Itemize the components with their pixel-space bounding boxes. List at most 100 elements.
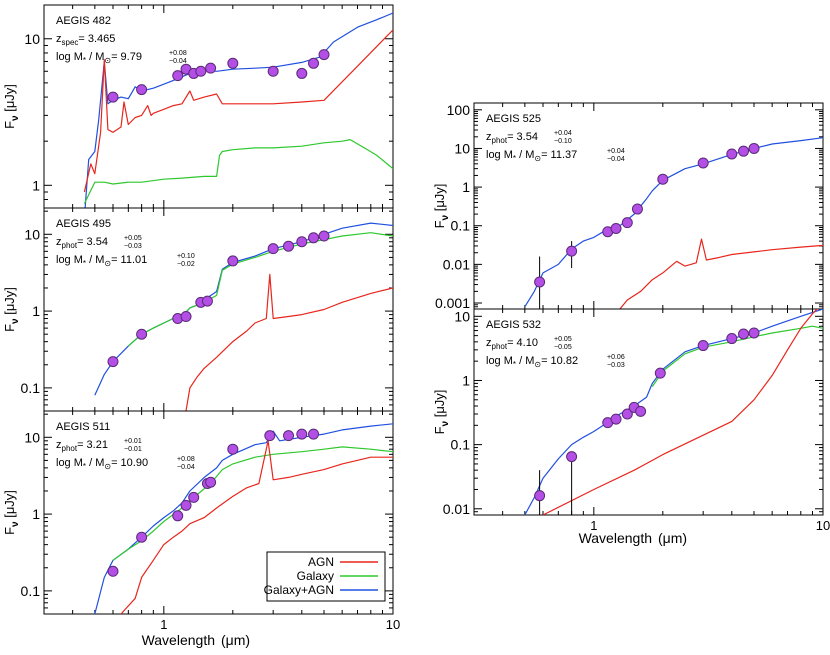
panel-5: 0.01 0.1 1 10 1 10 Fν [μJy] AEGIS 532 zphot= 4.1… <box>432 308 830 533</box>
photometry-point <box>227 57 239 69</box>
panel-3: 0.1 1 10 1 10 Fν [μJy] AEGIS 511 zphot= 3.21 +0.… <box>2 410 400 632</box>
mass-err-lo: −0.03 <box>607 362 625 369</box>
photometry-point <box>621 217 633 229</box>
redshift-label: zphot= 3.21 <box>56 439 108 453</box>
series-galaxy <box>651 325 823 388</box>
photometry-point <box>534 276 546 288</box>
y-tick-label: 10 <box>454 140 470 156</box>
photometry-point <box>227 443 239 455</box>
legend-total-label: Galaxy+AGN <box>264 583 334 597</box>
photometry-point <box>534 490 546 502</box>
photometry-point <box>566 451 578 463</box>
photometry-point <box>697 340 709 352</box>
photometry-point <box>201 295 213 307</box>
panel-title: AEGIS 495 <box>56 218 111 230</box>
mass-err-lo: −0.02 <box>177 261 195 268</box>
right-xlabel-unit: (μm) <box>658 530 687 546</box>
panel-title: AEGIS 525 <box>486 113 541 125</box>
photometry-point <box>267 243 279 255</box>
photometry-point <box>172 510 184 522</box>
photometry-point <box>566 245 578 257</box>
mass-label: log M* / M⊙= 10.82 <box>486 355 578 369</box>
photometry-point <box>205 62 217 74</box>
redshift-label: zphot= 3.54 <box>486 131 538 145</box>
y-tick-label: 1 <box>462 372 470 388</box>
photometry-point <box>308 428 320 440</box>
photometry-point <box>631 203 643 215</box>
photometry-point <box>738 145 750 157</box>
mass-err-up: +0.04 <box>607 148 625 155</box>
y-tick-label: 1 <box>32 303 40 319</box>
redshift-err-lo: −0.01 <box>124 446 142 453</box>
redshift-err-lo: −0.10 <box>554 138 572 145</box>
left-xlabel-unit: (μm) <box>221 632 250 648</box>
redshift-err-up: +0.04 <box>554 130 572 137</box>
mass-label: log M* / M⊙= 9.79 <box>56 51 142 65</box>
photometry-point <box>318 49 330 61</box>
photometry-point <box>180 499 192 511</box>
y-tick-label: 0.1 <box>21 583 41 599</box>
photometry-point <box>283 240 295 252</box>
x-tick-label: 10 <box>816 518 830 533</box>
redshift-label: zspec= 3.465 <box>56 33 115 47</box>
mass-label: log M* / M⊙= 11.01 <box>56 254 147 268</box>
redshift-err-up: +0.05 <box>124 235 142 242</box>
mass-label: log M* / M⊙= 11.37 <box>486 149 577 163</box>
photometry-point <box>296 428 308 440</box>
right-xlabel-text: Wavelength <box>579 530 652 546</box>
y-tick-label: 100 <box>447 102 471 118</box>
legend-agn-label: AGN <box>308 555 334 569</box>
panel-frame <box>43 410 394 615</box>
panel-title: AEGIS 511 <box>56 421 110 433</box>
y-tick-label: 1 <box>32 177 40 193</box>
panel-title: AEGIS 532 <box>486 319 541 331</box>
photometry-point <box>205 476 217 488</box>
mass-label: log M* / M⊙= 10.90 <box>56 457 148 471</box>
photometry-point <box>296 67 308 79</box>
mass-err-up: +0.06 <box>607 354 625 361</box>
redshift-err-up: +0.01 <box>124 438 142 445</box>
redshift-err-lo: −0.03 <box>124 243 142 250</box>
photometry-point <box>635 405 647 417</box>
left-xlabel-text: Wavelength <box>142 632 215 648</box>
photometry-point <box>748 142 760 154</box>
photometry-point <box>195 65 207 77</box>
y-tick-label: 0.1 <box>451 218 471 234</box>
photometry-point <box>308 232 320 244</box>
y-tick-label: 0.01 <box>443 501 470 517</box>
mass-err-lo: −0.04 <box>177 464 195 471</box>
photometry-point <box>136 84 148 96</box>
x-tick-label: 10 <box>386 617 400 632</box>
y-tick-label: 10 <box>454 308 470 324</box>
photometry-point <box>610 413 622 425</box>
photometry-point <box>107 565 119 577</box>
photometry-point <box>697 157 709 169</box>
y-axis-label: Fν [μJy] <box>2 287 21 332</box>
legend-galaxy-label: Galaxy <box>297 569 334 583</box>
series-agn <box>120 440 393 614</box>
photometry-point <box>283 430 295 442</box>
mass-err-up: +0.08 <box>169 50 187 57</box>
mass-err-up: +0.10 <box>177 253 195 260</box>
photometry-point <box>180 311 192 323</box>
series-galaxy-agn <box>84 12 393 208</box>
series-agn <box>83 29 393 193</box>
photometry-point <box>726 333 738 345</box>
panel-1: 1 10 Fν [μJy] AEGIS 482 zspec= 3.465 log M* /… <box>2 4 394 209</box>
series-galaxy <box>83 139 393 204</box>
mass-err-up: +0.08 <box>177 456 195 463</box>
y-tick-label: 10 <box>24 226 40 242</box>
redshift-err-lo: −0.05 <box>554 344 572 351</box>
y-tick-label: 0.001 <box>435 295 470 311</box>
photometry-point <box>748 327 760 339</box>
photometry-point <box>136 328 148 340</box>
panel-frame <box>473 308 824 516</box>
photometry-point <box>654 367 666 379</box>
y-tick-label: 0.1 <box>21 380 41 396</box>
photometry-point <box>621 408 633 420</box>
y-tick-label: 1 <box>462 179 470 195</box>
left-xlabel: Wavelength (μm) <box>142 632 250 648</box>
redshift-label: zphot= 4.10 <box>486 337 538 351</box>
